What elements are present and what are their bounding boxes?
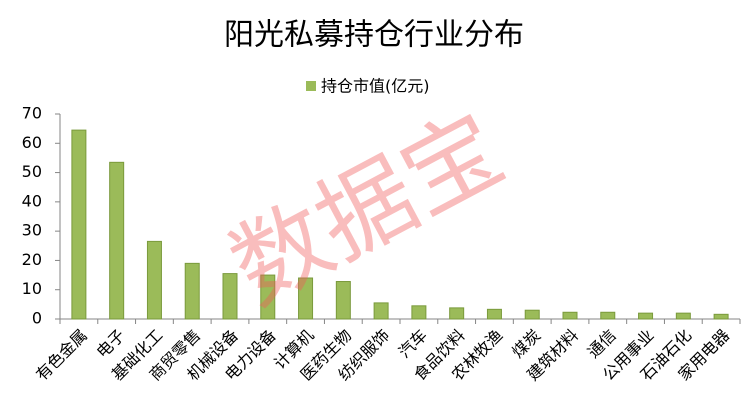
- chart-title: 阳光私募持仓行业分布: [224, 18, 524, 53]
- watermark: 数据宝: [213, 92, 520, 326]
- y-tick-label: 60: [22, 133, 42, 152]
- bar: [373, 302, 389, 320]
- y-tick-label: 50: [22, 162, 42, 181]
- bar: [184, 262, 200, 320]
- bar: [675, 312, 691, 320]
- bar: [71, 129, 87, 320]
- x-tick-label: 有色金属: [32, 326, 91, 385]
- bar: [524, 309, 540, 320]
- bar: [638, 312, 654, 320]
- legend-label: 持仓市值(亿元): [321, 77, 430, 96]
- bar: [146, 240, 162, 320]
- y-tick-label: 20: [22, 250, 42, 269]
- y-tick-label: 70: [22, 104, 42, 123]
- bar: [486, 308, 502, 320]
- bar: [600, 311, 616, 320]
- y-tick-label: 10: [22, 279, 42, 298]
- bar: [335, 281, 351, 320]
- bar: [562, 311, 578, 320]
- bar: [449, 307, 465, 320]
- bar: [260, 274, 276, 320]
- y-tick-label: 40: [22, 191, 42, 210]
- bar: [222, 273, 238, 320]
- bar: [411, 305, 427, 320]
- bar: [298, 277, 314, 320]
- y-tick-label: 0: [32, 309, 42, 328]
- bar: [713, 313, 729, 320]
- bar: [109, 161, 125, 320]
- legend-swatch: [306, 81, 316, 91]
- y-tick-label: 30: [22, 221, 42, 240]
